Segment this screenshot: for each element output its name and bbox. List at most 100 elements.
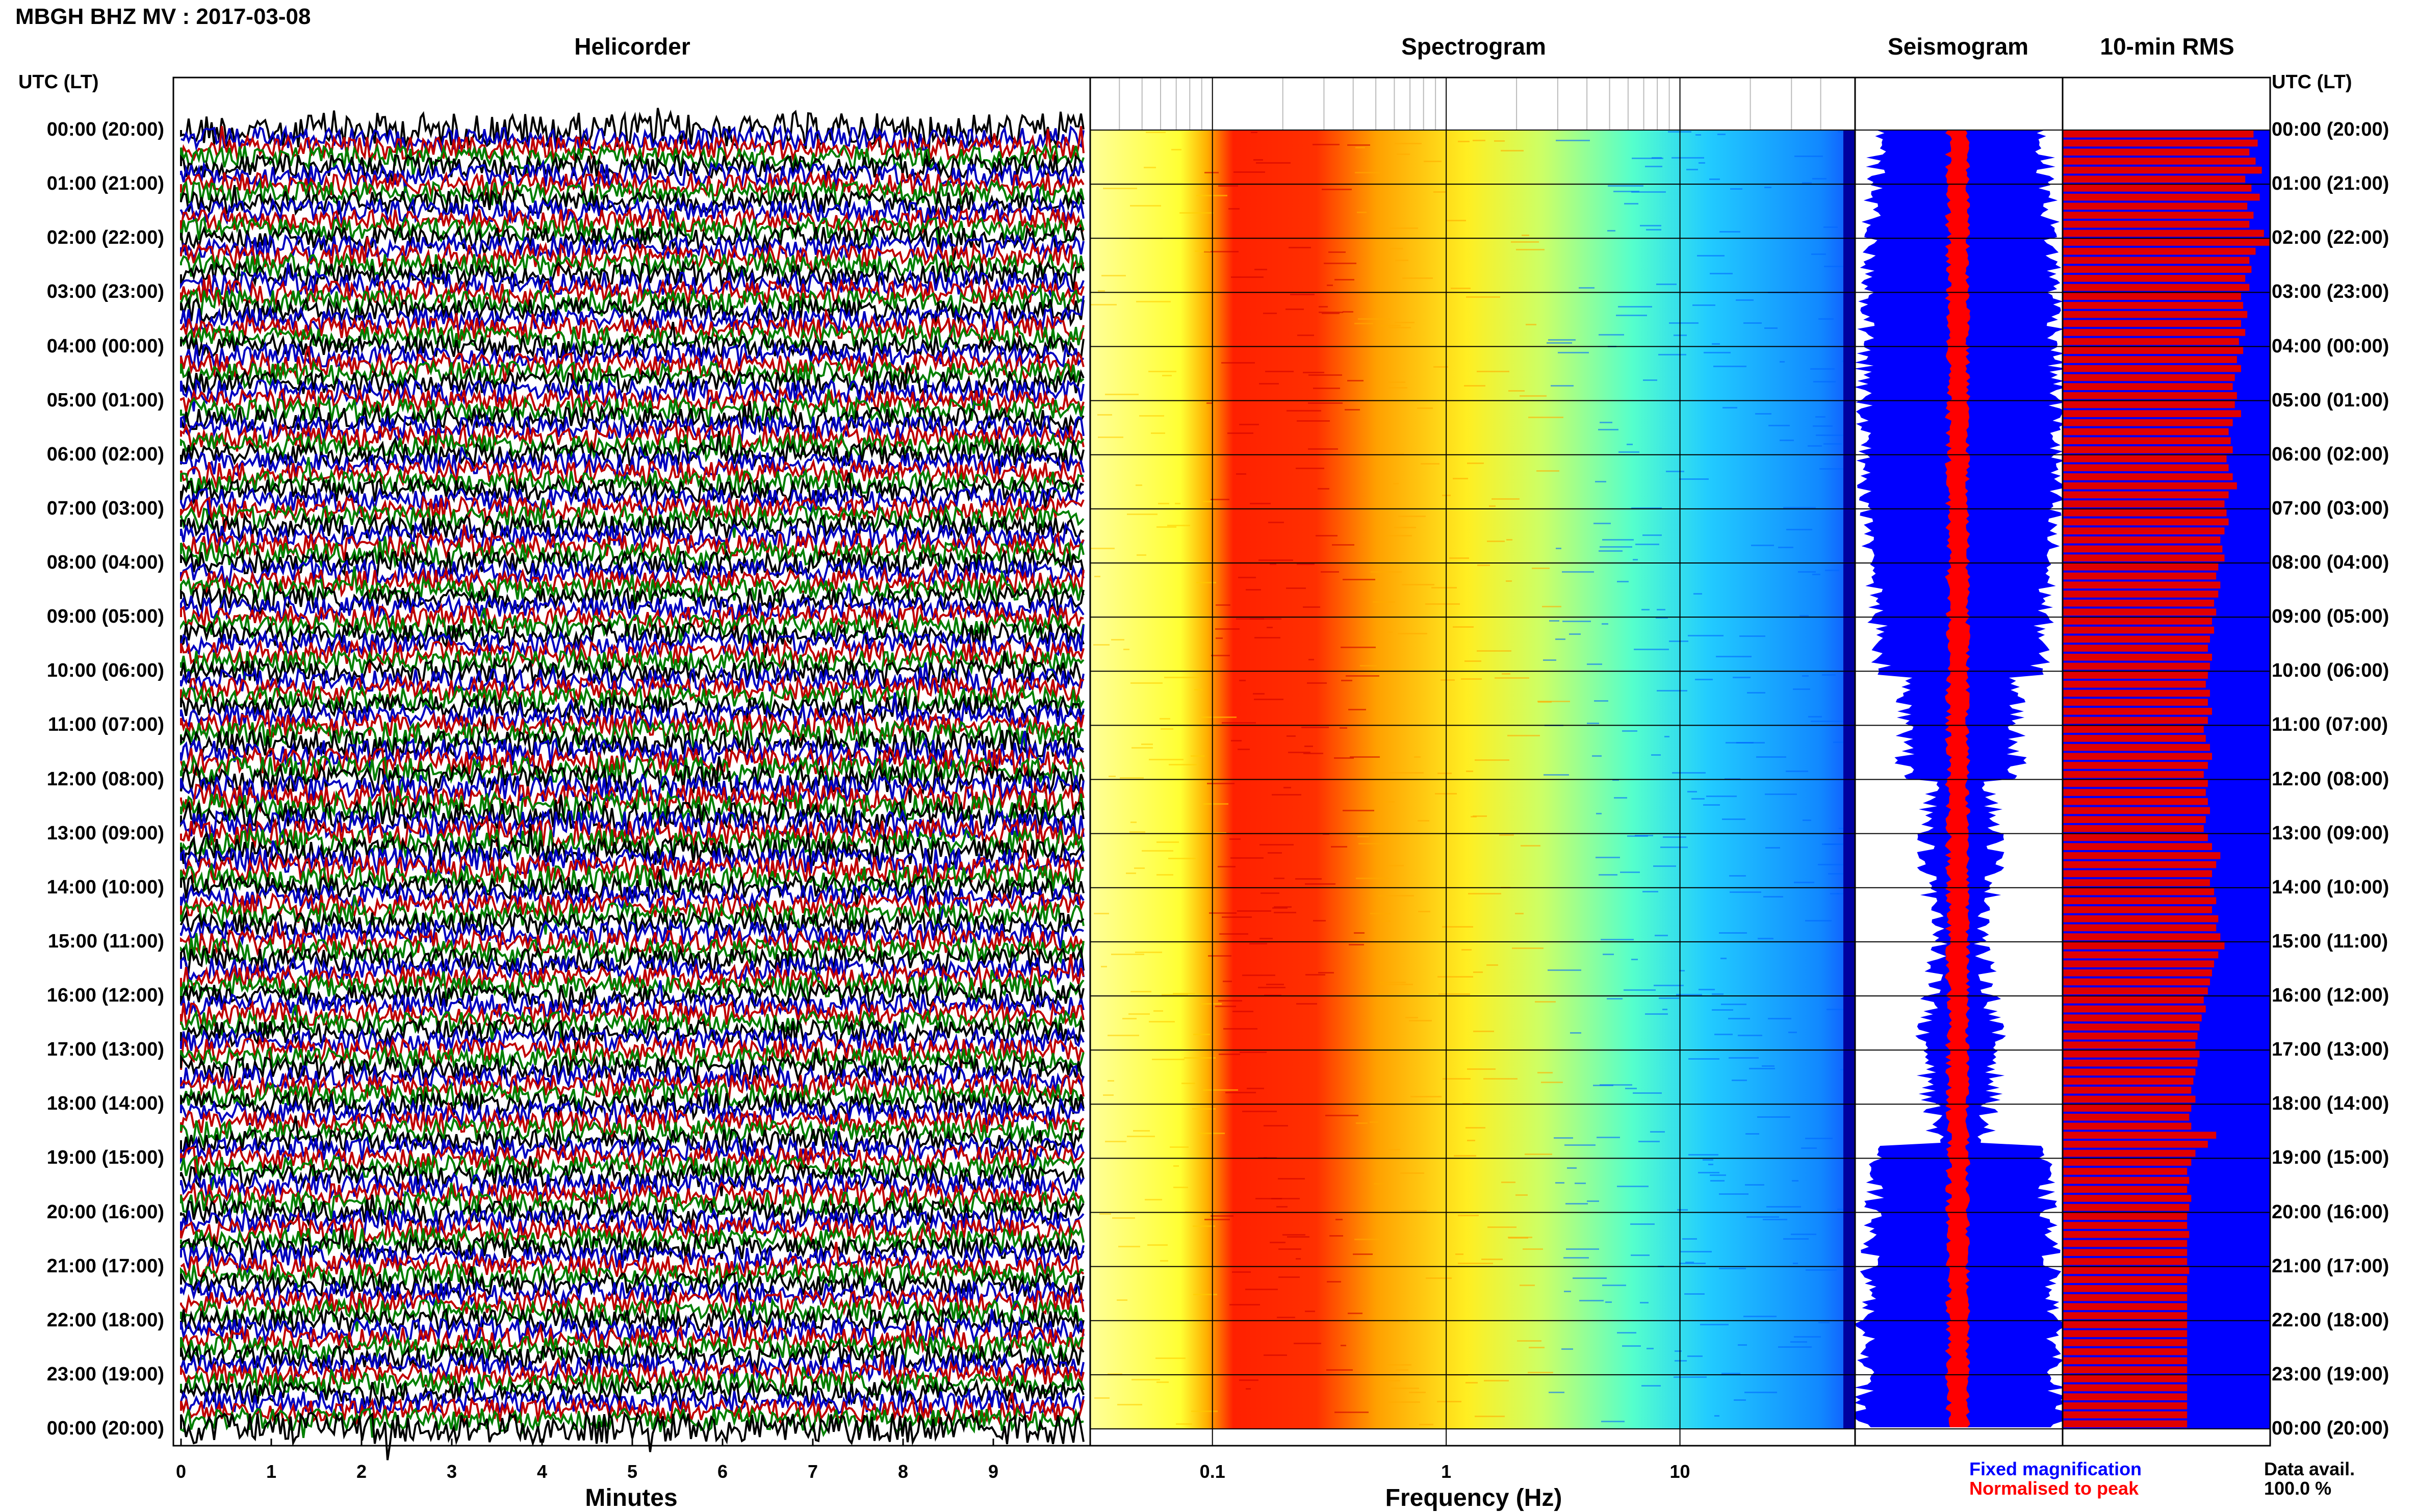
rms-bar (2063, 996, 2204, 1004)
rms-bar (2063, 1339, 2188, 1346)
spectrogram-speckle (1467, 1140, 1475, 1141)
time-label-right: 14:00 (10:00) (2272, 876, 2389, 898)
spectrogram-speckle (1602, 539, 1634, 541)
spectrogram-speckle (1587, 663, 1602, 665)
spectrogram-speckle (1139, 415, 1164, 417)
spectrogram-speckle (1529, 1347, 1545, 1348)
spectrogram-speckle (1142, 850, 1173, 852)
spectrogram-speckle (1794, 1336, 1821, 1338)
spectrogram-speckle (1549, 620, 1559, 622)
helicorder-trace (180, 211, 1085, 248)
helicorder-trace (180, 401, 1085, 433)
spectrogram-speckle (1313, 920, 1326, 921)
spectrogram-speckle (1551, 385, 1574, 387)
spectrogram-speckle (1502, 673, 1510, 675)
time-label-right: 07:00 (03:00) (2272, 497, 2389, 519)
spectrogram-speckle (1473, 815, 1487, 817)
spectrogram-speckle (1756, 756, 1786, 758)
spectrogram-speckle (1679, 970, 1685, 971)
helicorder-trace (180, 1224, 1085, 1265)
spectrogram-speckle (1764, 187, 1771, 188)
time-label-right: 19:00 (15:00) (2272, 1147, 2389, 1169)
spectrogram-speckle (1327, 285, 1333, 286)
rms-bar (2063, 1059, 2198, 1067)
helicorder-trace (180, 1266, 1085, 1303)
helicorder-trace (180, 745, 1085, 783)
spectrogram-speckle (1833, 741, 1852, 743)
spectrogram-speckle (1442, 926, 1473, 928)
spectrogram-speckle (1660, 847, 1688, 848)
time-label-right: 17:00 (13:00) (2272, 1039, 2389, 1061)
spectrogram-speckle (1687, 791, 1697, 792)
helicorder-trace (180, 323, 1085, 354)
spectrogram-speckle (1630, 1223, 1655, 1225)
spectrogram-speckle (1764, 327, 1778, 329)
spectrogram-speckle (1528, 1372, 1553, 1373)
rms-bar (2063, 374, 2235, 381)
spectrogram-speckle (1304, 746, 1313, 747)
time-label-right: 06:00 (02:00) (2272, 443, 2389, 465)
helicorder-trace (180, 1089, 1085, 1130)
helicorder-trace (180, 389, 1085, 425)
spectrogram-speckle (1109, 776, 1116, 777)
spectrogram-speckle (1287, 1236, 1309, 1238)
spectrogram-speckle (1101, 966, 1107, 967)
spectrogram-speckle (1130, 682, 1163, 684)
spectrogram-speckle (1120, 777, 1144, 779)
helicorder-trace (180, 1076, 1085, 1110)
helicorder-trace (180, 815, 1085, 849)
spectrogram-speckle (1698, 1172, 1719, 1173)
spectrogram-speckle (1341, 647, 1376, 648)
spectrogram-speckle (1600, 1084, 1632, 1086)
spectrogram-speckle (1601, 939, 1634, 940)
spectrogram-speckle (1387, 1401, 1420, 1403)
spectrogram-speckle (1117, 1299, 1127, 1301)
spectrogram-speckle (1745, 1184, 1764, 1186)
spectrogram-speckle (1278, 1248, 1301, 1250)
spectrogram-speckle (1245, 1289, 1278, 1290)
spectrogram-speckle (1103, 1094, 1114, 1096)
spectrogram-speckle (1297, 335, 1314, 336)
rms-bar (2063, 1086, 2192, 1094)
helicorder-trace (180, 159, 1085, 193)
spectrogram-speckle (1799, 615, 1809, 617)
rms-bar (2063, 329, 2246, 336)
helicorder-trace (180, 1305, 1085, 1339)
time-label-left: 12:00 (08:00) (46, 768, 164, 790)
spectrogram-speckle (1622, 1345, 1641, 1347)
spectrogram-speckle (1278, 1276, 1300, 1278)
rms-bar (2063, 762, 2208, 769)
spectrogram-speckle (1464, 660, 1481, 662)
rms-bar (2063, 735, 2206, 742)
seismogram-title: Seismogram (1887, 33, 2029, 60)
minute-tick-label: 3 (446, 1461, 457, 1482)
time-label-left: 01:00 (21:00) (46, 173, 164, 195)
spectrogram-speckle (1425, 603, 1460, 605)
spectrogram-speckle (1409, 1020, 1432, 1021)
rms-bar (2063, 1050, 2200, 1058)
spectrogram-speckle (1228, 208, 1240, 210)
spectrogram-speckle (1240, 1052, 1267, 1053)
spectrogram-speckle (1635, 544, 1659, 545)
rms-bar (2063, 1285, 2188, 1292)
spectrogram-speckle (1130, 205, 1161, 207)
spectrogram-speckle (1421, 463, 1439, 465)
helicorder-trace (180, 498, 1085, 538)
spectrogram-speckle (1783, 1238, 1809, 1240)
spectrogram-speckle (1561, 1348, 1573, 1350)
spectrogram-speckle (1355, 172, 1381, 173)
rms-bar (2063, 572, 2217, 580)
spectrogram-speckle (1249, 943, 1267, 944)
helicorder-trace (180, 1101, 1085, 1139)
rms-bar (2063, 1186, 2188, 1193)
rms-bar (2063, 1095, 2196, 1103)
spectrogram-speckle (1811, 721, 1843, 722)
time-label-right: 00:00 (20:00) (2272, 1418, 2389, 1439)
rms-bar (2063, 500, 2225, 507)
spectrogram-speckle (1685, 1262, 1694, 1263)
spectrogram-speckle (1708, 1164, 1713, 1165)
rms-bar (2063, 680, 2206, 688)
spectrogram-speckle (1437, 1401, 1461, 1402)
spectrogram-speckle (1297, 563, 1315, 565)
rms-bar (2063, 834, 2208, 841)
